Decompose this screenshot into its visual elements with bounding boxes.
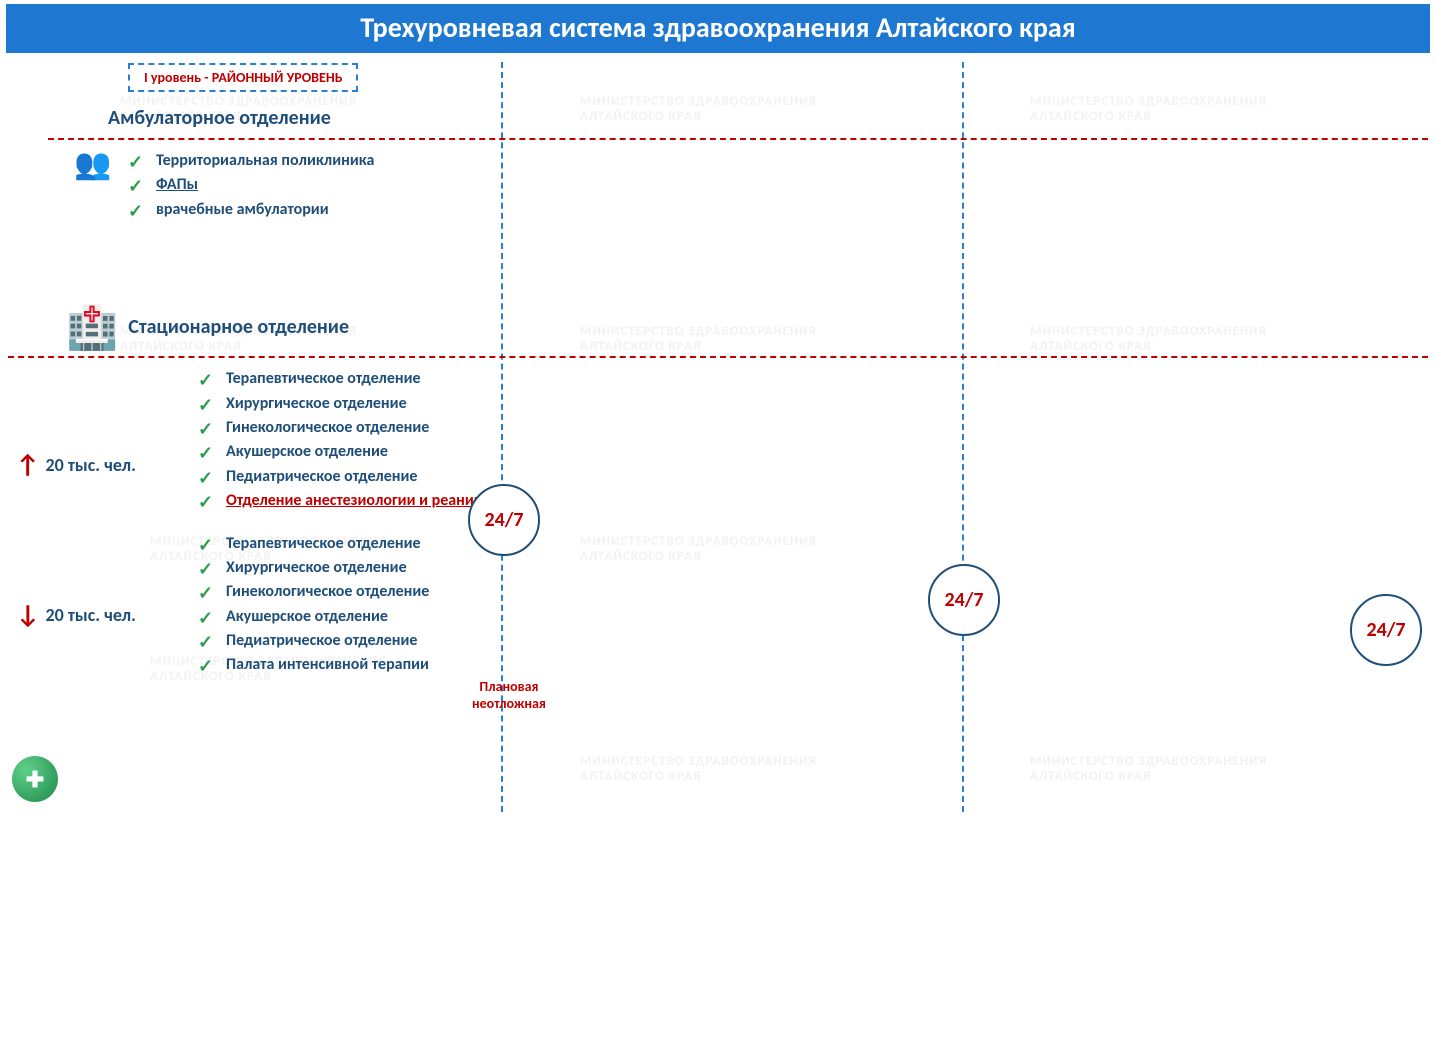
ministry-logo-icon: ✚ <box>12 756 58 802</box>
list-item: Территориальная поликлиника <box>128 150 374 172</box>
list-item: Педиатрическое отделение <box>198 466 1428 488</box>
ambulatory-title: Амбулаторное отделение <box>108 106 1428 130</box>
list-item: Терапевтическое отделение <box>198 533 1428 555</box>
list-item: Педиатрическое отделение <box>198 630 1428 652</box>
page-title: Трехуровневая система здравоохранения Ал… <box>6 4 1430 53</box>
badge-247: 24/7 <box>468 484 540 556</box>
list-item: Гинекологическое отделение <box>198 581 1428 603</box>
population-up-text: 20 тыс. чел. <box>46 454 136 476</box>
population-down-text: 20 тыс. чел. <box>46 604 136 626</box>
list-item: Хирургическое отделение <box>198 393 1428 415</box>
stationary-title: Стационарное отделение <box>128 315 349 339</box>
population-down-label: ↓ 20 тыс. чел. <box>16 604 136 626</box>
mode-label: Плановая неотложная <box>472 679 546 713</box>
list-item: Хирургическое отделение <box>198 557 1428 579</box>
divider <box>8 356 1428 358</box>
list-item: Палата интенсивной терапии <box>198 654 1428 676</box>
list-item: Акушерское отделение <box>198 606 1428 628</box>
badge-247: 24/7 <box>928 564 1000 636</box>
stationary-list-lower: Терапевтическое отделениеХирургическое о… <box>198 533 1428 677</box>
list-item: Акушерское отделение <box>198 441 1428 463</box>
arrow-down-icon: ↓ <box>16 607 40 623</box>
divider <box>48 138 1428 140</box>
list-item: Отделение анестезиологии и реанимации <box>198 490 1428 512</box>
level-1-column: I уровень - РАЙОННЫЙ УРОВЕНЬ Амбулаторно… <box>40 63 1436 1062</box>
badge-247: 24/7 <box>1350 594 1422 666</box>
arrow-up-icon: ↑ <box>16 457 40 473</box>
people-icon: 👥 <box>68 150 118 180</box>
ambulatory-list: Территориальная поликлиникаФАПы врачебные… <box>128 150 374 223</box>
list-item: врачебные амбулатории <box>128 199 374 221</box>
list-item: Терапевтическое отделение <box>198 368 1428 390</box>
list-item: Гинекологическое отделение <box>198 417 1428 439</box>
stationary-list-upper: Терапевтическое отделение Хирургическое о… <box>198 368 1428 512</box>
hospital-icon: 🏥 <box>66 303 118 354</box>
level-1-tag: I уровень - РАЙОННЫЙ УРОВЕНЬ <box>128 63 358 92</box>
population-up-label: ↑ 20 тыс. чел. <box>16 454 136 476</box>
list-item: ФАПы <box>128 174 374 196</box>
